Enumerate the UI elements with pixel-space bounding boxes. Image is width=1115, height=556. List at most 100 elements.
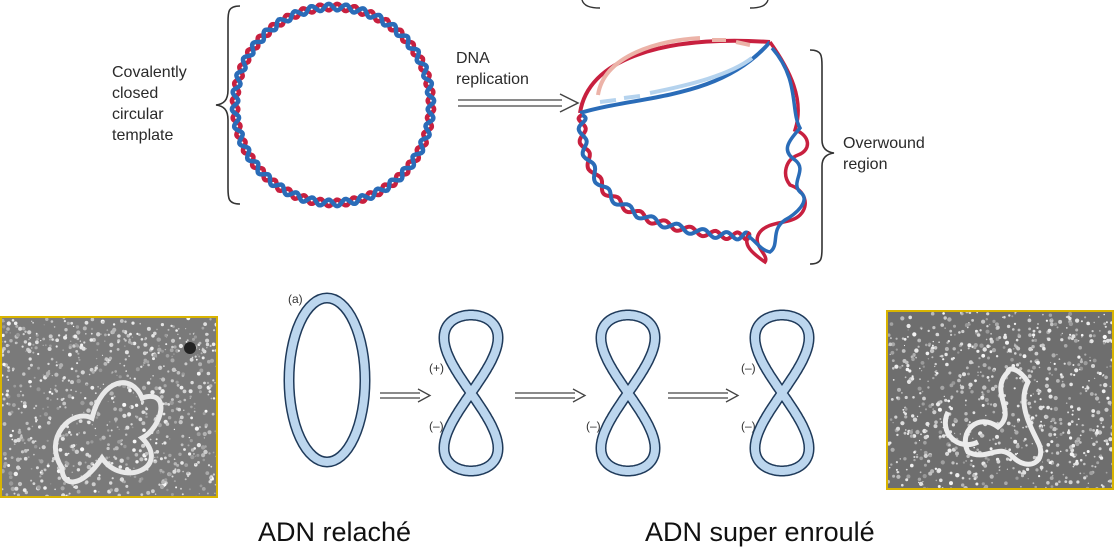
micrograph-speck <box>1048 372 1051 375</box>
micrograph-speck <box>36 337 39 341</box>
micrograph-speck <box>1015 476 1019 480</box>
micrograph-speck <box>200 352 203 355</box>
micrograph-speck <box>913 458 916 462</box>
micrograph-speck <box>63 482 66 485</box>
micrograph-speck <box>1034 485 1037 488</box>
micrograph-speck <box>913 355 916 357</box>
micrograph-speck <box>164 456 167 460</box>
micrograph-speck <box>925 343 928 347</box>
micrograph-speck <box>1051 373 1054 376</box>
micrograph-speck <box>1047 328 1052 333</box>
micrograph-speck <box>17 481 23 487</box>
micrograph-speck <box>976 448 979 452</box>
micrograph-speck <box>105 456 109 460</box>
micrograph-speck <box>903 344 906 347</box>
micrograph-speck <box>157 347 162 352</box>
micrograph-speck <box>1047 366 1051 371</box>
micrograph-speck <box>1045 449 1049 453</box>
micrograph-speck <box>54 384 57 387</box>
micrograph-speck <box>20 434 23 437</box>
micrograph-speck <box>40 479 44 483</box>
micrograph-speck <box>50 388 52 390</box>
micrograph-speck <box>1091 409 1096 413</box>
micrograph-speck <box>194 426 199 431</box>
micrograph-speck <box>1045 319 1048 322</box>
micrograph-speck <box>1110 321 1112 325</box>
micrograph-speck <box>25 421 29 425</box>
micrograph-speck <box>132 392 135 394</box>
micrograph-speck <box>80 400 85 406</box>
micrograph-speck <box>901 349 906 353</box>
micrograph-speck <box>146 490 151 495</box>
micrograph-speck <box>979 329 982 332</box>
micrograph-speck <box>1002 316 1004 318</box>
micrograph-speck <box>986 344 990 349</box>
micrograph-speck <box>205 342 210 347</box>
micrograph-speck <box>1026 467 1030 471</box>
micrograph-speck <box>949 329 953 333</box>
micrograph-speck <box>924 408 928 411</box>
micrograph-speck <box>981 482 985 486</box>
micrograph-speck <box>996 459 1001 464</box>
micrograph-speck <box>22 401 27 405</box>
micrograph-speck <box>898 366 902 369</box>
micrograph-speck <box>967 347 970 350</box>
micrograph-speck <box>896 433 899 437</box>
micrograph-speck <box>1021 474 1024 478</box>
micrograph-speck <box>8 344 10 347</box>
micrograph-speck <box>987 366 991 370</box>
micrograph-speck <box>142 351 147 356</box>
micrograph-speck <box>1106 442 1109 446</box>
micrograph-speck <box>922 396 926 401</box>
micrograph-speck <box>1012 347 1015 350</box>
micrograph-speck <box>1095 440 1098 444</box>
micrograph-speck <box>9 475 13 479</box>
micrograph-speck <box>154 451 156 454</box>
micrograph-speck <box>1079 472 1082 475</box>
micrograph-speck <box>1020 378 1022 380</box>
micrograph-speck <box>114 417 118 422</box>
micrograph-speck <box>970 459 973 462</box>
micrograph-speck <box>209 476 213 480</box>
micrograph-speck <box>968 386 971 390</box>
micrograph-speck <box>895 468 898 471</box>
micrograph-speck <box>163 384 167 388</box>
micrograph-speck <box>70 389 72 391</box>
micrograph-speck <box>177 349 180 352</box>
micrograph-speck <box>14 486 19 491</box>
micrograph-speck <box>107 443 110 446</box>
micrograph-speck <box>1032 365 1036 370</box>
micrograph-speck <box>195 358 198 361</box>
arrow-1 <box>380 388 432 403</box>
micrograph-speck <box>1011 315 1014 318</box>
micrograph-speck <box>70 380 74 385</box>
micrograph-speck <box>994 384 998 389</box>
micrograph-speck <box>15 457 21 462</box>
micrograph-speck <box>144 451 149 456</box>
micrograph-speck <box>972 437 974 439</box>
micrograph-speck <box>85 333 87 335</box>
micrograph-speck <box>55 361 58 363</box>
micrograph-speck <box>214 492 216 494</box>
micrograph-speck <box>1025 444 1028 447</box>
micrograph-speck <box>89 338 94 342</box>
unreplicated-dna <box>576 113 752 242</box>
micrograph-speck <box>51 459 54 463</box>
micrograph-speck <box>1097 316 1100 318</box>
micrograph-speck <box>960 342 964 346</box>
micrograph-speck <box>992 438 995 441</box>
micrograph-speck <box>189 439 193 443</box>
micrograph-speck <box>1015 444 1020 449</box>
micrograph-speck <box>968 360 973 365</box>
micrograph-speck <box>1083 476 1087 480</box>
micrograph-speck <box>203 322 208 326</box>
micrograph-speck <box>154 456 156 459</box>
micrograph-speck <box>170 324 173 327</box>
micrograph-speck <box>1013 344 1017 347</box>
micrograph-speck <box>168 472 172 476</box>
micrograph-speck <box>51 392 54 395</box>
micrograph-speck <box>177 327 180 330</box>
micrograph-speck <box>938 430 943 434</box>
micrograph-speck <box>159 484 165 490</box>
micrograph-speck <box>935 372 939 375</box>
